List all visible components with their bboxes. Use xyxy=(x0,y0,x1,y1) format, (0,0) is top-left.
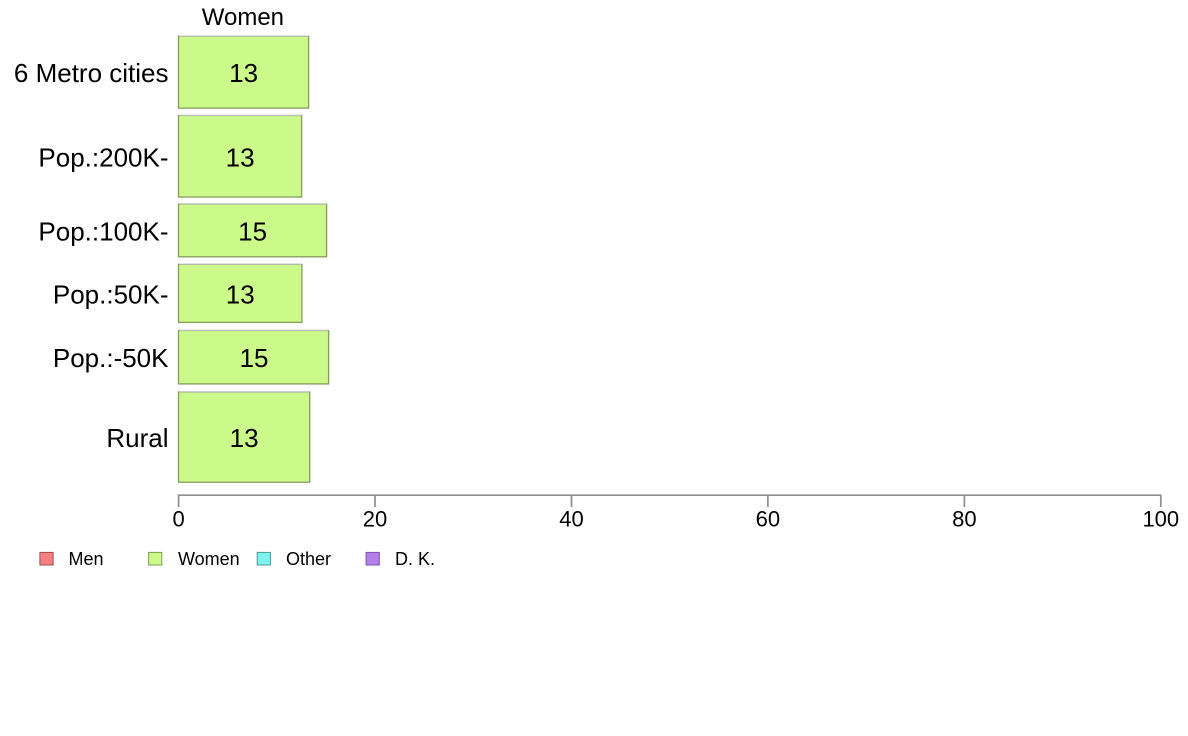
svg-text:Other: Other xyxy=(286,549,331,569)
svg-text:Pop.:50K-: Pop.:50K- xyxy=(53,279,169,309)
svg-text:D. K.: D. K. xyxy=(395,549,435,569)
svg-text:Pop.:-50K: Pop.:-50K xyxy=(53,343,169,373)
svg-text:Pop.:100K-: Pop.:100K- xyxy=(38,216,168,246)
svg-text:Men: Men xyxy=(69,549,104,569)
svg-text:Women: Women xyxy=(178,549,240,569)
svg-text:0: 0 xyxy=(172,506,184,531)
svg-text:40: 40 xyxy=(559,506,583,531)
svg-text:20: 20 xyxy=(363,506,387,531)
svg-text:15: 15 xyxy=(238,216,267,246)
svg-text:60: 60 xyxy=(756,506,780,531)
svg-text:100: 100 xyxy=(1142,506,1179,531)
svg-text:15: 15 xyxy=(240,343,269,373)
svg-text:13: 13 xyxy=(230,423,259,453)
svg-text:Pop.:200K-: Pop.:200K- xyxy=(38,142,168,172)
svg-text:13: 13 xyxy=(229,58,258,88)
svg-text:80: 80 xyxy=(952,506,976,531)
svg-text:13: 13 xyxy=(226,279,255,309)
svg-text:Rural: Rural xyxy=(106,423,168,453)
svg-text:Women: Women xyxy=(202,4,284,31)
svg-text:13: 13 xyxy=(226,142,255,172)
svg-text:6 Metro cities: 6 Metro cities xyxy=(14,58,169,88)
